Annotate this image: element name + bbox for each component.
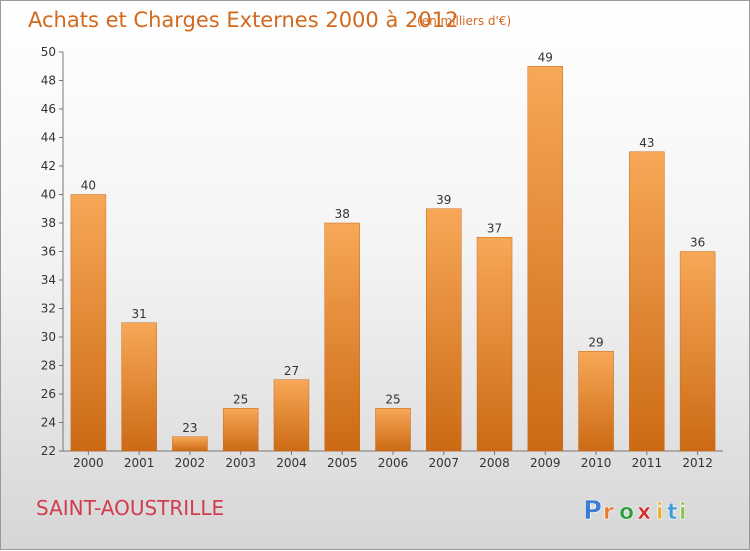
- y-tick-label: 34: [41, 273, 56, 287]
- bar-2002: [172, 436, 208, 452]
- chart-title: Achats et Charges Externes 2000 à 2012: [28, 8, 458, 32]
- x-tick-label-2012: 2012: [682, 456, 713, 470]
- y-tick-label: 36: [41, 245, 56, 259]
- bar-2010: [578, 351, 614, 452]
- x-tick-label-2006: 2006: [378, 456, 409, 470]
- y-tick-label: 44: [41, 131, 56, 145]
- y-tick-label: 28: [41, 359, 56, 373]
- bar-2003: [222, 408, 259, 452]
- bar-2000: [70, 194, 107, 452]
- bar-2001: [121, 322, 157, 452]
- data-labels: 40 31 23 25 27 38 25 39 37 49 29 43 36: [81, 50, 706, 435]
- data-label-2004: 27: [284, 364, 299, 378]
- data-label-2007: 39: [436, 193, 451, 207]
- bar-2006: [375, 408, 411, 452]
- bar-2009: [527, 66, 564, 452]
- data-label-2008: 37: [487, 221, 502, 235]
- commune-name: SAINT-AOUSTRILLE: [36, 496, 224, 520]
- x-tick-label-2004: 2004: [276, 456, 307, 470]
- y-tick-label: 24: [41, 416, 56, 430]
- bar-2008: [476, 237, 513, 452]
- logo-letter: x: [637, 500, 651, 525]
- y-tick-label: 46: [41, 102, 56, 116]
- data-label-2012: 36: [690, 236, 705, 250]
- x-tick-label-2002: 2002: [175, 456, 206, 470]
- data-label-2001: 31: [132, 307, 147, 321]
- bar-2012: [679, 251, 716, 452]
- x-tick-label-2011: 2011: [632, 456, 663, 470]
- y-tick-label: 22: [41, 444, 56, 458]
- logo-letter: i: [656, 500, 664, 525]
- y-tick-label: 40: [41, 188, 56, 202]
- y-tick-label: 26: [41, 387, 56, 401]
- x-tick-label-2000: 2000: [73, 456, 104, 470]
- y-tick-label: 32: [41, 302, 56, 316]
- logo-letter: o: [619, 500, 634, 525]
- logo-letter: i: [679, 500, 687, 525]
- x-tick-labels: 2000 2001 2002 2003 2004 2005 2006 2007 2008 2009…: [73, 456, 713, 470]
- y-tick-labels: 22 24 26 28 30 32 34 36 38 40 42 44 46 48 50: [41, 45, 56, 458]
- bar-2007: [426, 208, 462, 452]
- bar-2011: [629, 151, 665, 452]
- data-label-2003: 25: [233, 392, 248, 406]
- data-label-2006: 25: [385, 392, 400, 406]
- x-tick-label-2010: 2010: [581, 456, 612, 470]
- bar-2005: [324, 222, 360, 452]
- bars: [70, 66, 716, 452]
- data-label-2011: 43: [639, 136, 654, 150]
- x-tick-label-2005: 2005: [327, 456, 358, 470]
- x-tick-label-2008: 2008: [479, 456, 510, 470]
- data-label-2000: 40: [81, 179, 96, 193]
- y-tick-label: 42: [41, 159, 56, 173]
- logo-letter: P: [583, 496, 602, 526]
- y-tick-label: 48: [41, 74, 56, 88]
- logo-letter: r: [603, 500, 614, 525]
- x-tick-label-2007: 2007: [428, 456, 459, 470]
- data-label-2005: 38: [335, 207, 350, 221]
- y-tick-label: 50: [41, 45, 56, 59]
- bar-2004: [273, 379, 310, 452]
- y-tick-label: 38: [41, 216, 56, 230]
- data-label-2009: 49: [538, 50, 553, 64]
- logo-letter: t: [667, 500, 678, 525]
- x-tick-label-2001: 2001: [124, 456, 155, 470]
- data-label-2010: 29: [588, 335, 603, 349]
- x-tick-label-2009: 2009: [530, 456, 561, 470]
- y-tick-label: 30: [41, 330, 56, 344]
- x-tick-label-2003: 2003: [225, 456, 256, 470]
- data-label-2002: 23: [182, 421, 197, 435]
- chart-unit: (en milliers d'€): [417, 14, 511, 28]
